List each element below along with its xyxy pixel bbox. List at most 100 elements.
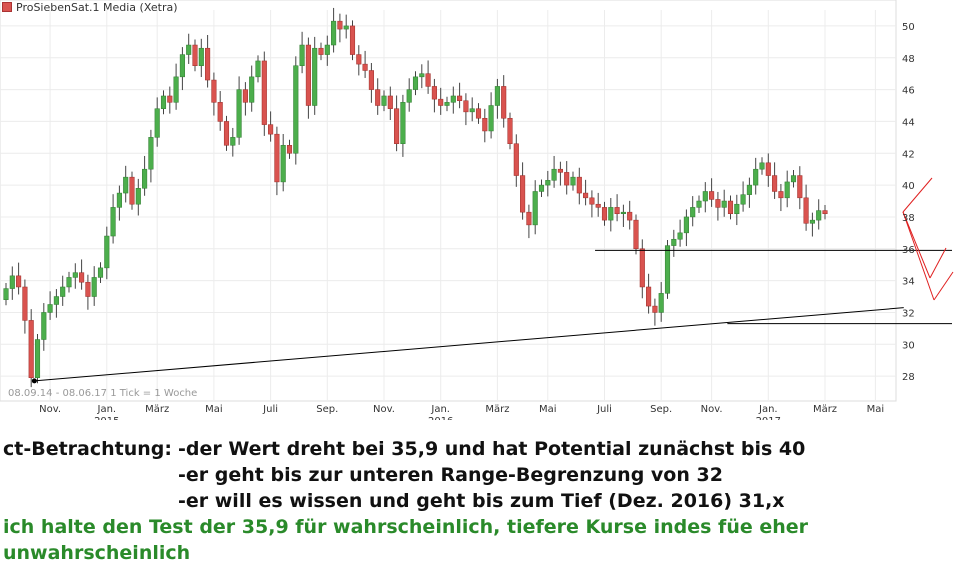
y-tick-label: 30 (902, 340, 915, 351)
y-tick-label: 42 (902, 149, 915, 160)
date-range-caption: 08.09.14 - 08.06.17 1 Tick = 1 Woche (8, 388, 198, 399)
projection-line (929, 247, 947, 279)
candle-body (778, 191, 784, 199)
candle-body (192, 44, 198, 66)
candle-body (387, 95, 393, 109)
candle-body (337, 20, 343, 30)
candle-body (167, 95, 173, 103)
x-tick-label: März (485, 404, 509, 415)
candle-body (425, 73, 431, 87)
candle-body (116, 192, 122, 208)
note-line-2: -er geht bis zur unteren Range-Begrenzun… (178, 464, 723, 486)
candle-body (205, 47, 211, 81)
candle-body (9, 275, 15, 289)
trendline-anchor (31, 378, 37, 384)
candle-body (85, 281, 91, 297)
gridlines (0, 10, 896, 400)
candle-body (356, 54, 362, 65)
candle-body (305, 44, 311, 106)
x-tick-label: Jan. (758, 404, 778, 415)
projection-line (902, 211, 931, 279)
y-tick-label: 46 (902, 86, 915, 97)
candle-body (60, 286, 66, 297)
candle-body (501, 86, 507, 119)
candle-body (633, 219, 639, 250)
candle-body (664, 245, 671, 294)
candle-body (91, 277, 97, 297)
candle-body (198, 47, 204, 66)
candle-body (608, 207, 614, 221)
candle-body (412, 76, 419, 90)
candle-body (570, 176, 576, 186)
candle-body (589, 197, 595, 205)
note-conclusion: ich halte den Test der 35,9 für wahrsche… (3, 516, 809, 564)
x-tick-label: März (145, 404, 169, 415)
candle-body (564, 172, 570, 186)
candle-body (249, 76, 255, 103)
candle-body (368, 70, 374, 90)
candle-body (601, 207, 608, 221)
projection-line (933, 271, 954, 301)
candle-body (299, 44, 305, 66)
x-tick-year: 2016 (428, 416, 453, 420)
y-tick-label: 32 (902, 308, 915, 319)
y-tick-label: 36 (902, 245, 915, 256)
legend-swatch (2, 2, 12, 12)
x-tick-label: Nov. (701, 404, 723, 415)
candle-body (22, 286, 28, 321)
candle-body (419, 73, 425, 78)
candle-body (557, 168, 563, 173)
candle-body (110, 207, 116, 237)
candle-body (41, 312, 47, 340)
candle-body (331, 20, 337, 46)
x-tick-label: März (813, 404, 837, 415)
candle-body (677, 232, 683, 240)
candle-body (3, 288, 9, 300)
candle-body (318, 47, 324, 55)
x-tick-year: 2015 (94, 416, 119, 420)
candle-body (526, 211, 532, 226)
candle-body (475, 108, 482, 119)
y-tick-label: 40 (902, 181, 915, 192)
candle-body (457, 95, 463, 101)
candle-body (324, 44, 330, 55)
candle-body (671, 238, 677, 246)
x-tick-label: Nov. (39, 404, 61, 415)
projection-line (902, 211, 935, 301)
candle-body (595, 203, 601, 208)
note-line-3: -er will es wissen und geht bis zum Tief… (178, 490, 785, 512)
candle-body (274, 133, 280, 183)
candle-body (79, 272, 85, 283)
x-tick-label: Mai (205, 404, 223, 415)
candle-body (551, 168, 557, 181)
candle-body (488, 105, 494, 132)
candle-body (696, 200, 702, 208)
x-tick-label: Juli (262, 404, 278, 415)
candle-body (627, 211, 633, 221)
candle-body (286, 145, 293, 154)
candle-body (765, 162, 771, 176)
x-tick-label: Nov. (373, 404, 395, 415)
candle-body (469, 108, 475, 113)
candle-body (66, 277, 72, 288)
y-axis: 28 30 32 34 36 38 40 42 44 46 48 50 (902, 22, 915, 383)
candle-body (450, 95, 456, 103)
candle-body (520, 175, 526, 213)
candle-body (375, 89, 381, 106)
candle-body (809, 219, 815, 224)
x-tick-label: Mai (539, 404, 557, 415)
candle-body (406, 89, 412, 103)
candle-body (746, 184, 752, 195)
candle-body (160, 95, 167, 109)
x-tick-label: Jan. (430, 404, 450, 415)
candle-body (803, 197, 809, 224)
candle-body (646, 286, 652, 307)
candle-body (186, 44, 192, 55)
candle-body (690, 207, 696, 218)
candle-body (154, 108, 160, 138)
candle-body (349, 25, 356, 55)
candle-body (545, 180, 551, 186)
candle-body (721, 200, 727, 208)
candle-body (709, 191, 715, 200)
x-tick-label: Jan. (97, 404, 117, 415)
